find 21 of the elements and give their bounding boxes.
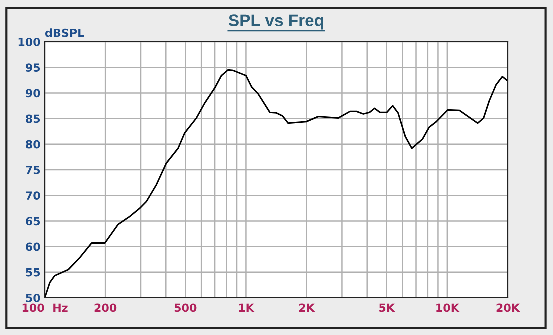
y-axis-title: dBSPL (46, 28, 84, 38)
y-tick-label: 95 (26, 64, 40, 72)
x-tick-label: 5K (380, 304, 396, 312)
x-tick-label: 10K (436, 304, 460, 312)
y-tick-label: 55 (26, 268, 40, 277)
y-tick-label: 80 (26, 140, 40, 149)
chart-title: SPL vs Freq (228, 14, 324, 30)
x-tick-label: 20K (496, 304, 520, 312)
x-tick-label: 200 (94, 304, 117, 312)
x-tick-label: 500 (174, 304, 197, 312)
x-tick-label: 2K (299, 304, 316, 312)
y-tick-label: 65 (26, 217, 40, 226)
y-tick-label: 85 (26, 114, 40, 124)
x-tick-label: 100 Hz (22, 304, 68, 312)
y-tick-label: 100 (18, 38, 40, 46)
y-tick-label: 75 (26, 166, 40, 174)
y-tick-label: 50 (26, 294, 40, 302)
y-tick-label: 70 (26, 192, 40, 200)
y-tick-label: 60 (26, 242, 40, 252)
y-tick-label: 90 (26, 89, 40, 98)
x-tick-label: 1K (239, 304, 255, 312)
